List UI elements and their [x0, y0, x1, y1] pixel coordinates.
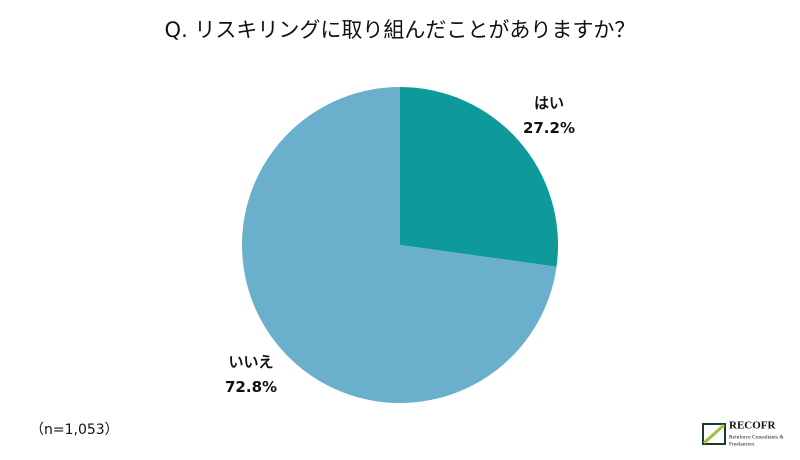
- logo: RECOFR Reinforce Consultants & Freelance…: [702, 420, 784, 447]
- value-label: 27.2%: [523, 119, 575, 137]
- logo-icon: [702, 423, 726, 445]
- slice-label: いいえ: [229, 353, 274, 371]
- chart-title: Q. リスキリングに取り組んだことがありますか？: [165, 18, 636, 42]
- logo-name: RECOFR: [729, 420, 777, 432]
- logo-tagline: Reinforce Consultants &: [729, 433, 784, 440]
- pie-slice: [242, 87, 557, 403]
- logo-tagline: Freelancers: [729, 441, 754, 447]
- logo-icon-stripe: [702, 423, 726, 445]
- slice-label: はい: [534, 94, 564, 112]
- value-label: 72.8%: [225, 378, 277, 396]
- note: （n=1,053）: [30, 422, 119, 438]
- pie-slice: [400, 87, 558, 267]
